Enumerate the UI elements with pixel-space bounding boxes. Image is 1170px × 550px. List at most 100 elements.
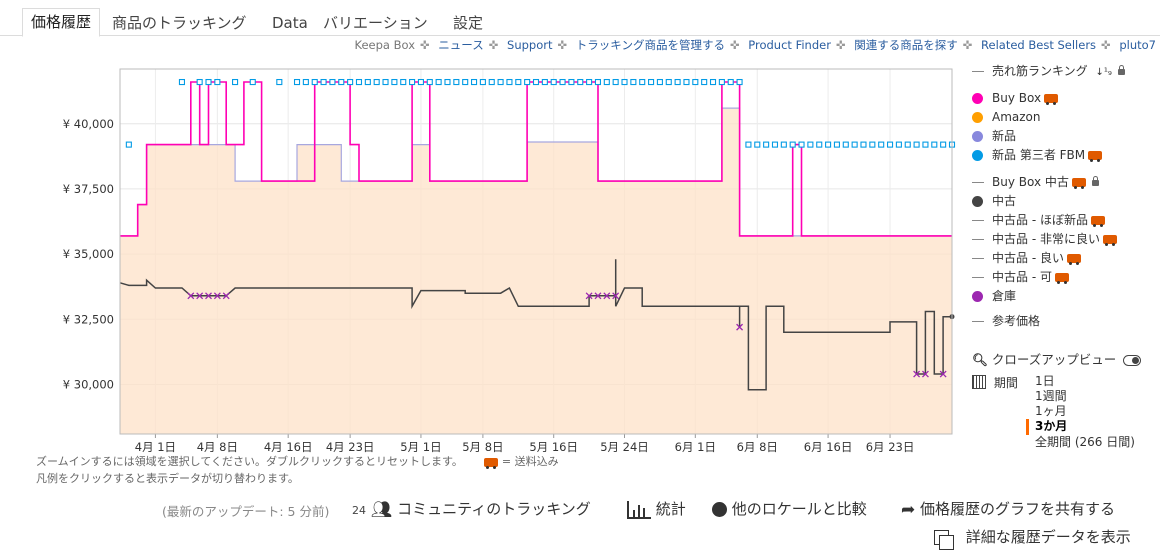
fbm-point [833,141,840,148]
tab-price-history[interactable]: 価格履歴 [22,8,101,37]
fbm-point [639,78,646,86]
detailed-history-button[interactable]: 詳細な履歴データを表示 [934,526,1131,550]
copy-icon [934,530,954,550]
fbm-point [302,78,309,86]
x-tick-label: 4月 1日 [135,440,176,454]
fbm-point [426,78,433,86]
x-tick-label: 6月 8日 [737,440,778,454]
fbm-point [648,78,655,86]
legend-new[interactable]: 新品 [972,127,1162,146]
legend-list-price-label: 参考価格 [992,314,1041,328]
fbm-point [851,141,858,148]
legend-used-good[interactable]: 中古品 - 良い [972,249,1162,268]
tab-product-tracking[interactable]: 商品のトラッキング [112,14,247,32]
x-tick-label: 6月 16日 [804,440,853,454]
fbm-point [515,78,522,86]
legend-line-marker [972,321,984,322]
tab-settings[interactable]: 設定 [453,14,484,32]
legend-used-acceptable-label: 中古品 - 可 [992,270,1052,284]
fbm-point [878,141,885,148]
share-graph-button[interactable]: ➦ 価格履歴のグラフを共有する [901,498,1115,522]
chart-svg[interactable]: ¥ 30,000 ¥ 32,500 ¥ 35,000 ¥ 37,500 ¥ 40,000… [0,56,960,466]
compare-locales-button[interactable]: 他のロケールと比較 [712,498,867,522]
link-related-products[interactable]: 関連する商品を探す [854,38,958,52]
link-product-finder[interactable]: Product Finder [748,38,831,52]
fbm-point [931,141,938,148]
legend-used-like-new[interactable]: 中古品 - ほぼ新品 [972,211,1162,230]
period-option-1w[interactable]: 1週間 [1035,389,1067,403]
fbm-point [586,78,593,86]
fbm-point [577,78,584,86]
legend-warehouse-label: 倉庫 [992,289,1017,303]
legend-sales-rank-label: 売れ筋ランキング [992,64,1088,78]
legend-line-marker [972,277,984,278]
legend-list-price[interactable]: 参考価格 [972,312,1162,331]
fbm-point [355,78,363,86]
statistics-button[interactable]: 統計 [627,498,686,522]
fbm-point [603,78,610,86]
x-tick-label: 5月 24日 [600,440,649,454]
period-option-3m[interactable]: 3か月 [1035,419,1068,433]
legend-new-label: 新品 [992,129,1017,143]
closeup-view-control[interactable]: 🔍︎ クローズアップビュー [972,349,1142,368]
legend-warehouse[interactable]: 倉庫 [972,287,1162,306]
chart-legend: 売れ筋ランキング ↓¹₉ Buy Box Amazon 新品 新品 第三者 FB… [972,62,1162,331]
legend-new-fbm[interactable]: 新品 第三者 FBM [972,146,1162,165]
fbm-point [178,78,186,86]
tab-data[interactable]: Data [272,14,308,32]
fbm-point [816,141,823,148]
warehouse-point [213,292,221,300]
fbm-point [400,78,407,86]
link-manage-tracking[interactable]: トラッキング商品を管理する [575,38,725,52]
x-tick-label: 4月 8日 [197,440,238,454]
legend-dot [972,291,983,302]
link-user[interactable]: pluto7 [1119,38,1156,52]
warehouse-point [603,292,611,300]
fbm-point [860,141,867,148]
legend-sales-rank[interactable]: 売れ筋ランキング ↓¹₉ [972,62,1162,81]
tab-variations[interactable]: バリエーション [323,14,428,32]
legend-buy-box[interactable]: Buy Box [972,89,1162,108]
fbm-point [444,78,451,86]
share-arrow-icon: ➦ [901,499,916,520]
share-label: 価格履歴のグラフを共有する [920,500,1116,518]
warehouse-point [196,292,204,300]
zoom-hint-text: ズームインするには領域を選択してください。ダブルクリックするとリセットします。 [36,455,463,468]
fbm-point [205,78,212,86]
period-option-1m[interactable]: 1ヶ月 [1035,404,1067,418]
legend-used-like-new-label: 中古品 - ほぼ新品 [992,213,1088,227]
warehouse-point [187,292,195,300]
fbm-point [559,78,566,86]
y-tick-label: ¥ 35,000 [63,247,114,261]
fbm-point [196,78,203,86]
period-option-1d[interactable]: 1日 [1035,374,1055,388]
plot-border [119,68,953,435]
legend-buy-box-used[interactable]: Buy Box 中古 [972,173,1162,192]
fbm-point [745,141,752,148]
fbm-point [763,141,770,148]
period-options: 1日 1週間 1ヶ月 3か月 全期間 (266 日間) [1035,374,1135,450]
legend-line-marker [972,239,984,240]
tab-bar: 価格履歴 商品のトラッキング Data バリエーション 設定 [0,0,1170,37]
link-news[interactable]: ニュース [438,38,484,52]
link-related-best-sellers[interactable]: Related Best Sellers [981,38,1097,52]
fbm-point [506,78,513,86]
legend-used[interactable]: 中古 [972,192,1162,211]
fbm-point [913,141,920,148]
legend-used-very-good[interactable]: 中古品 - 非常に良い [972,230,1162,249]
separator-icon: ✜ [962,38,973,52]
link-support[interactable]: Support [507,38,553,52]
community-tracking-button[interactable]: 24 👥︎ コミュニティのトラッキング [352,498,591,522]
toggle-icon[interactable] [1123,355,1142,366]
legend-amazon[interactable]: Amazon [972,108,1162,127]
link-keepa-box[interactable]: Keepa Box [354,38,416,52]
fbm-point [568,78,575,86]
separator-icon: ✜ [729,38,740,52]
x-tick-label: 6月 23日 [866,440,915,454]
legend-used-acceptable[interactable]: 中古品 - 可 [972,268,1162,287]
price-history-chart[interactable]: ¥ 30,000 ¥ 32,500 ¥ 35,000 ¥ 37,500 ¥ 40,000… [0,56,960,466]
warehouse-point [585,292,593,300]
fbm-point [904,141,911,148]
fbm-point [249,78,256,86]
period-option-all[interactable]: 全期間 (266 日間) [1035,435,1135,449]
